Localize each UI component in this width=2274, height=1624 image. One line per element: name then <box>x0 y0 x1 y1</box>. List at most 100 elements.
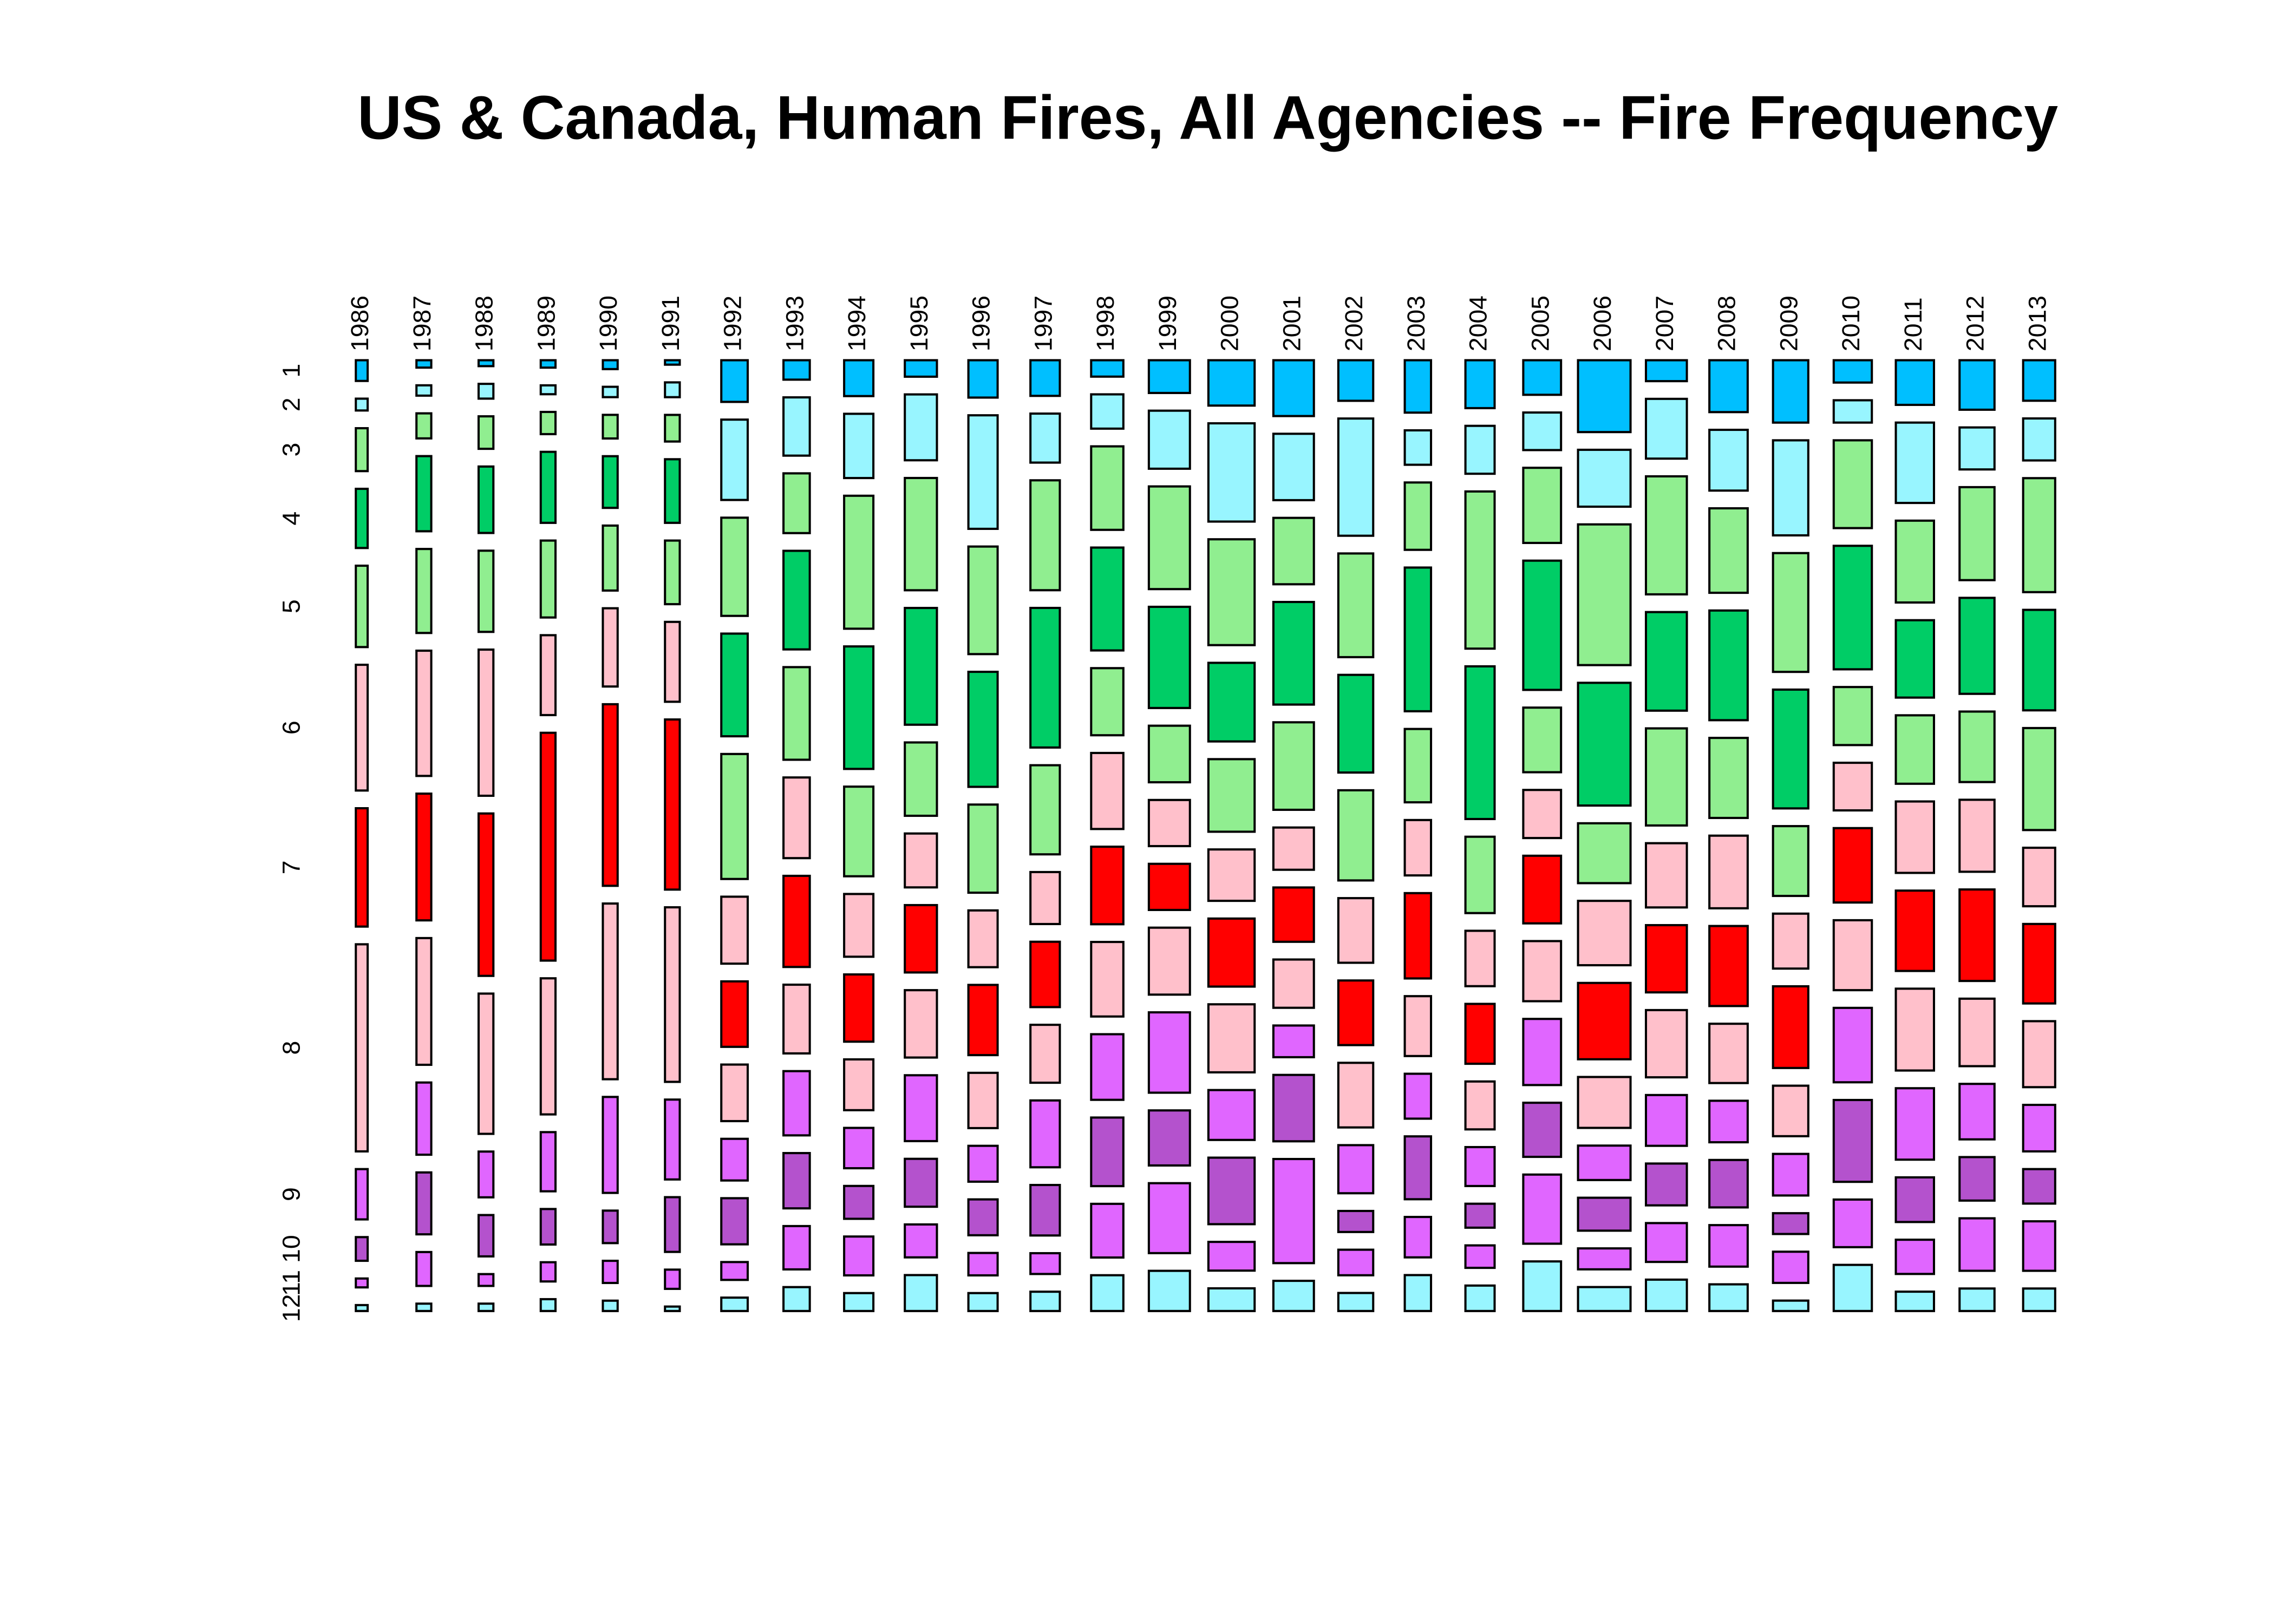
mosaic-cell <box>539 1208 557 1246</box>
mosaic-cell <box>539 977 557 1116</box>
mosaic-cell <box>415 649 433 777</box>
mosaic-cell <box>664 1098 681 1181</box>
mosaic-cell <box>1464 424 1496 475</box>
mosaic-cell <box>664 906 681 1083</box>
mosaic-cell <box>1894 359 1936 406</box>
mosaic-cell <box>1522 467 1563 545</box>
mosaic-cell <box>1147 485 1191 591</box>
year-label: 2007 <box>1650 296 1678 351</box>
mosaic-cell <box>602 359 619 370</box>
mosaic-cell <box>1772 552 1809 673</box>
mosaic-cell <box>539 1261 557 1283</box>
mosaic-cell <box>1464 1003 1496 1065</box>
year-label: 1990 <box>594 296 622 351</box>
mosaic-cell <box>1644 475 1688 595</box>
mosaic-cell <box>1894 619 1936 699</box>
mosaic-cell <box>1958 1083 1996 1141</box>
mosaic-cell <box>1644 1009 1688 1079</box>
mosaic-cell <box>2022 608 2056 712</box>
mosaic-cell <box>2022 417 2056 462</box>
mosaic-cell <box>1403 566 1433 712</box>
mosaic-cell <box>1772 1212 1809 1235</box>
mosaic-cell <box>1403 359 1433 414</box>
year-label: 2004 <box>1464 296 1492 351</box>
mosaic-cell <box>1337 979 1375 1046</box>
mosaic-cell <box>1207 917 1256 988</box>
mosaic-cell <box>843 1058 875 1111</box>
chart-title: US & Canada, Human Fires, All Agencies -… <box>357 83 2058 153</box>
mosaic-cell <box>664 458 681 524</box>
mosaic-cell <box>1708 428 1749 492</box>
mosaic-cell <box>782 874 811 968</box>
mosaic-cell <box>355 1304 369 1312</box>
mosaic-cell <box>782 1070 811 1137</box>
year-label: 1996 <box>967 296 995 351</box>
mosaic-cell <box>1894 714 1936 785</box>
year-label: 2005 <box>1526 296 1554 351</box>
mosaic-cell <box>1207 848 1256 902</box>
mosaic-cell <box>1522 1260 1563 1312</box>
mosaic-cell <box>1272 600 1315 706</box>
mosaic-cell <box>1958 798 1996 873</box>
mosaic-cell <box>1894 421 1936 505</box>
mosaic-cell <box>1644 359 1688 383</box>
mosaic-cell <box>1832 1263 1873 1312</box>
mosaic-cell <box>1832 827 1873 904</box>
mosaic-cell <box>720 1261 749 1281</box>
mosaic-cell <box>539 359 557 369</box>
mosaic-cell <box>967 1252 999 1277</box>
mosaic-cell <box>720 1063 749 1123</box>
mosaic-cell <box>1958 1217 1996 1272</box>
mosaic-cell <box>355 664 369 792</box>
mosaic-cell <box>355 1168 369 1221</box>
mosaic-cell <box>1772 985 1809 1069</box>
month-label: 5 <box>277 599 305 613</box>
mosaic-cell <box>1147 605 1191 709</box>
mosaic-cell <box>1464 1202 1496 1229</box>
mosaic-cell <box>1958 426 1996 471</box>
mosaic-cell <box>1832 919 1873 992</box>
mosaic-cell <box>664 620 681 703</box>
mosaic-cell <box>1464 929 1496 987</box>
mosaic-cell <box>1958 997 1996 1068</box>
mosaic-cell <box>1708 609 1749 722</box>
mosaic-cell <box>1644 1222 1688 1263</box>
mosaic-cell <box>1403 481 1433 551</box>
mosaic-cell <box>1894 519 1936 604</box>
mosaic-cell <box>1894 987 1936 1072</box>
mosaic-cell <box>1464 835 1496 914</box>
mosaic-cell <box>1522 789 1563 840</box>
mosaic-cell <box>477 415 495 450</box>
mosaic-cell <box>602 414 619 440</box>
mosaic-cell <box>1090 393 1125 430</box>
mosaic-cell <box>1464 1145 1496 1187</box>
mosaic-cell <box>1090 1116 1125 1188</box>
mosaic-cell <box>1577 1144 1632 1181</box>
mosaic-cell <box>843 494 875 630</box>
mosaic-cell <box>477 549 495 633</box>
mosaic-cell <box>1577 900 1632 967</box>
mosaic-cell <box>1029 764 1061 856</box>
mosaic-cell <box>720 980 749 1048</box>
mosaic-cell <box>477 812 495 977</box>
mosaic-cell <box>1337 359 1375 402</box>
mosaic-cell <box>1708 1099 1749 1144</box>
mosaic-cell <box>967 671 999 788</box>
year-label: 1998 <box>1091 296 1119 351</box>
mosaic-cell <box>1207 1241 1256 1272</box>
mosaic-cell <box>1090 445 1125 531</box>
mosaic-cell <box>1207 1089 1256 1141</box>
mosaic-cell <box>1708 507 1749 594</box>
mosaic-cell <box>477 359 495 368</box>
mosaic-cell <box>1207 662 1256 743</box>
mosaic-cell <box>602 902 619 1081</box>
mosaic-cell <box>1090 846 1125 926</box>
mosaic-cell <box>843 645 875 770</box>
mosaic-cell <box>1577 981 1632 1060</box>
mosaic-cell <box>1522 1018 1563 1086</box>
mosaic-cell <box>664 359 681 366</box>
mosaic-cell <box>355 427 369 473</box>
mosaic-cell <box>1644 611 1688 712</box>
mosaic-cell <box>1577 359 1632 434</box>
